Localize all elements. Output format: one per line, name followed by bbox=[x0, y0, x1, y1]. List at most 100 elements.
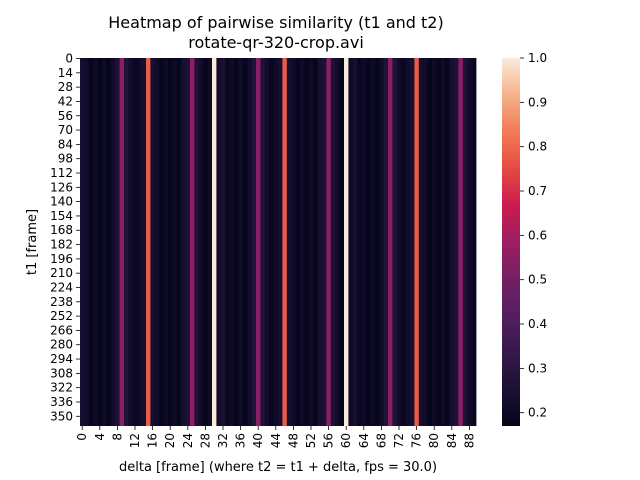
y-tick-label: 0 bbox=[65, 52, 73, 66]
x-tick-label: 16 bbox=[146, 433, 160, 448]
x-tick-label: 60 bbox=[339, 433, 353, 448]
y-tick-label: 14 bbox=[58, 66, 73, 80]
colorbar-tick-label: 0.5 bbox=[528, 273, 547, 287]
heatmap-column bbox=[401, 58, 406, 426]
heatmap-column bbox=[304, 58, 310, 426]
heatmap-column bbox=[146, 58, 151, 426]
heatmap-column bbox=[154, 58, 160, 426]
heatmap-column bbox=[225, 58, 230, 426]
x-tick-label: 44 bbox=[269, 433, 283, 448]
heatmap-column bbox=[282, 58, 288, 426]
heatmap-column bbox=[168, 58, 173, 426]
chart-title: Heatmap of pairwise similarity (t1 and t… bbox=[108, 13, 443, 32]
heatmap-column bbox=[291, 58, 296, 426]
heatmap-column bbox=[405, 58, 411, 426]
heatmap-column bbox=[251, 58, 257, 426]
heatmap-column bbox=[119, 58, 125, 426]
y-axis-label: t1 [frame] bbox=[25, 209, 40, 275]
heatmap-column bbox=[374, 58, 380, 426]
heatmap-column bbox=[383, 58, 389, 426]
heatmap-column bbox=[269, 58, 274, 426]
x-tick-label: 48 bbox=[286, 433, 300, 448]
heatmap-column bbox=[238, 58, 244, 426]
heatmap-column bbox=[80, 58, 85, 426]
heatmap-column bbox=[88, 58, 94, 426]
heatmap-column bbox=[458, 58, 464, 426]
heatmap-column bbox=[97, 58, 103, 426]
colorbar-tick-label: 0.6 bbox=[528, 228, 547, 242]
x-tick-label: 88 bbox=[462, 433, 476, 448]
heatmap-column bbox=[220, 58, 226, 426]
y-tick-label: 98 bbox=[58, 152, 73, 166]
heatmap-column bbox=[344, 58, 349, 426]
x-tick-label: 80 bbox=[427, 433, 441, 448]
chart-subtitle: rotate-qr-320-crop.avi bbox=[188, 33, 364, 52]
heatmap-column bbox=[207, 58, 213, 426]
heatmap-column bbox=[198, 58, 204, 426]
y-tick-label: 238 bbox=[50, 295, 73, 309]
heatmap-column bbox=[462, 58, 468, 426]
heatmap-column bbox=[308, 58, 314, 426]
y-tick-label: 140 bbox=[50, 195, 73, 209]
y-tick-label: 350 bbox=[50, 409, 73, 423]
heatmap-column bbox=[84, 58, 90, 426]
heatmap-cells bbox=[80, 58, 477, 426]
y-tick-label: 252 bbox=[50, 309, 73, 323]
x-tick-label: 4 bbox=[93, 433, 107, 441]
x-tick-label: 32 bbox=[216, 433, 230, 448]
x-tick-label: 84 bbox=[445, 433, 459, 448]
y-tick-label: 224 bbox=[50, 280, 73, 294]
colorbar-tick-label: 0.9 bbox=[528, 95, 547, 109]
heatmap-column bbox=[176, 58, 182, 426]
heatmap-column bbox=[370, 58, 376, 426]
heatmap-column bbox=[295, 58, 301, 426]
x-tick-label: 52 bbox=[304, 433, 318, 448]
x-tick-label: 76 bbox=[410, 433, 424, 448]
heatmap-column bbox=[410, 58, 415, 426]
x-tick-label: 24 bbox=[181, 433, 195, 448]
heatmap-column bbox=[414, 58, 420, 426]
x-tick-label: 72 bbox=[392, 433, 406, 448]
y-tick-label: 210 bbox=[50, 266, 73, 280]
heatmap-column bbox=[286, 58, 292, 426]
heatmap-column bbox=[212, 58, 217, 426]
heatmap-column bbox=[159, 58, 164, 426]
heatmap-column bbox=[278, 58, 283, 426]
heatmap-column bbox=[181, 58, 186, 426]
y-tick-label: 154 bbox=[50, 209, 73, 223]
x-tick-label: 12 bbox=[128, 433, 142, 448]
x-tick-label: 36 bbox=[234, 433, 248, 448]
heatmap-column bbox=[326, 58, 332, 426]
heatmap-column bbox=[242, 58, 248, 426]
heatmap-column bbox=[185, 58, 191, 426]
heatmap-column bbox=[234, 58, 239, 426]
heatmap-column bbox=[203, 58, 208, 426]
heatmap-column bbox=[247, 58, 252, 426]
colorbar-tick-label: 0.4 bbox=[528, 317, 547, 331]
colorbar-tick-label: 0.3 bbox=[528, 361, 547, 375]
heatmap-column bbox=[110, 58, 116, 426]
y-tick-label: 336 bbox=[50, 395, 73, 409]
heatmap-column bbox=[366, 58, 371, 426]
heatmap-column bbox=[172, 58, 178, 426]
y-tick-label: 168 bbox=[50, 223, 73, 237]
heatmap-column bbox=[440, 58, 446, 426]
heatmap-column bbox=[330, 58, 336, 426]
heatmap-column bbox=[471, 58, 477, 426]
heatmap-column bbox=[93, 58, 98, 426]
y-tick-label: 280 bbox=[50, 338, 73, 352]
colorbar-tick-label: 0.2 bbox=[528, 406, 547, 420]
y-tick-label: 322 bbox=[50, 381, 73, 395]
heatmap-column bbox=[432, 58, 437, 426]
heatmap-column bbox=[427, 58, 433, 426]
heatmap-column bbox=[124, 58, 129, 426]
heatmap-column bbox=[132, 58, 138, 426]
y-tick-label: 126 bbox=[50, 180, 73, 194]
y-tick-label: 182 bbox=[50, 238, 73, 252]
heatmap-column bbox=[454, 58, 459, 426]
heatmap-column bbox=[467, 58, 472, 426]
x-tick-label: 8 bbox=[110, 433, 124, 441]
y-tick-label: 42 bbox=[58, 94, 73, 108]
heatmap-column bbox=[150, 58, 156, 426]
